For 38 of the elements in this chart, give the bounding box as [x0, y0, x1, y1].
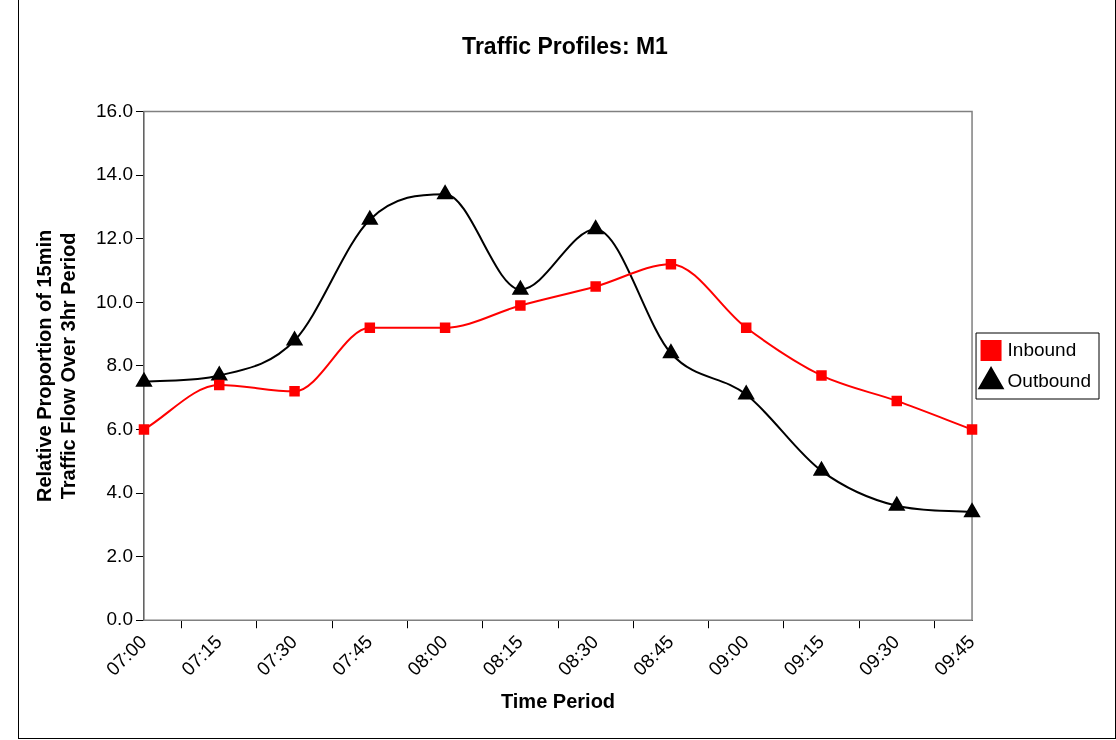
point [966, 424, 978, 435]
legend-label: Inbound [1007, 338, 1077, 360]
point [286, 331, 303, 346]
point [964, 503, 980, 518]
point [813, 461, 830, 476]
y-tick-label: 12.0 [96, 227, 133, 248]
point [738, 385, 755, 400]
y-tick-label: 14.0 [96, 163, 133, 185]
point [512, 280, 529, 295]
point [515, 300, 526, 311]
chart-title: Traffic Profiles: M1 [462, 33, 669, 60]
point [590, 281, 601, 292]
point [437, 185, 454, 200]
y-tick-label: 4.0 [106, 481, 133, 503]
y-tick-label: 8.0 [106, 354, 133, 376]
point [816, 370, 827, 381]
y-axis-title: Relative Proportion of 15min Traffic Flow Over 3hr Period [32, 229, 79, 503]
point [361, 210, 378, 225]
y-tick-label: 6.0 [106, 417, 133, 439]
point [364, 322, 376, 334]
y-tick-label: 16.0 [96, 99, 133, 121]
point [439, 322, 451, 334]
point [665, 258, 677, 270]
point [214, 379, 225, 391]
point [891, 395, 903, 407]
point [663, 344, 679, 359]
y-tick-label: 10.0 [96, 290, 133, 312]
legend-label: Outbound [1007, 369, 1092, 391]
point [740, 322, 752, 334]
y-tick-label: 2.0 [106, 544, 133, 566]
point [888, 496, 905, 511]
point [136, 372, 152, 387]
point [289, 386, 300, 397]
point [587, 220, 604, 235]
x-axis-title: Time Period [500, 689, 616, 712]
point [138, 424, 150, 435]
y-tick-label: 0.0 [106, 608, 133, 630]
point [211, 366, 228, 381]
